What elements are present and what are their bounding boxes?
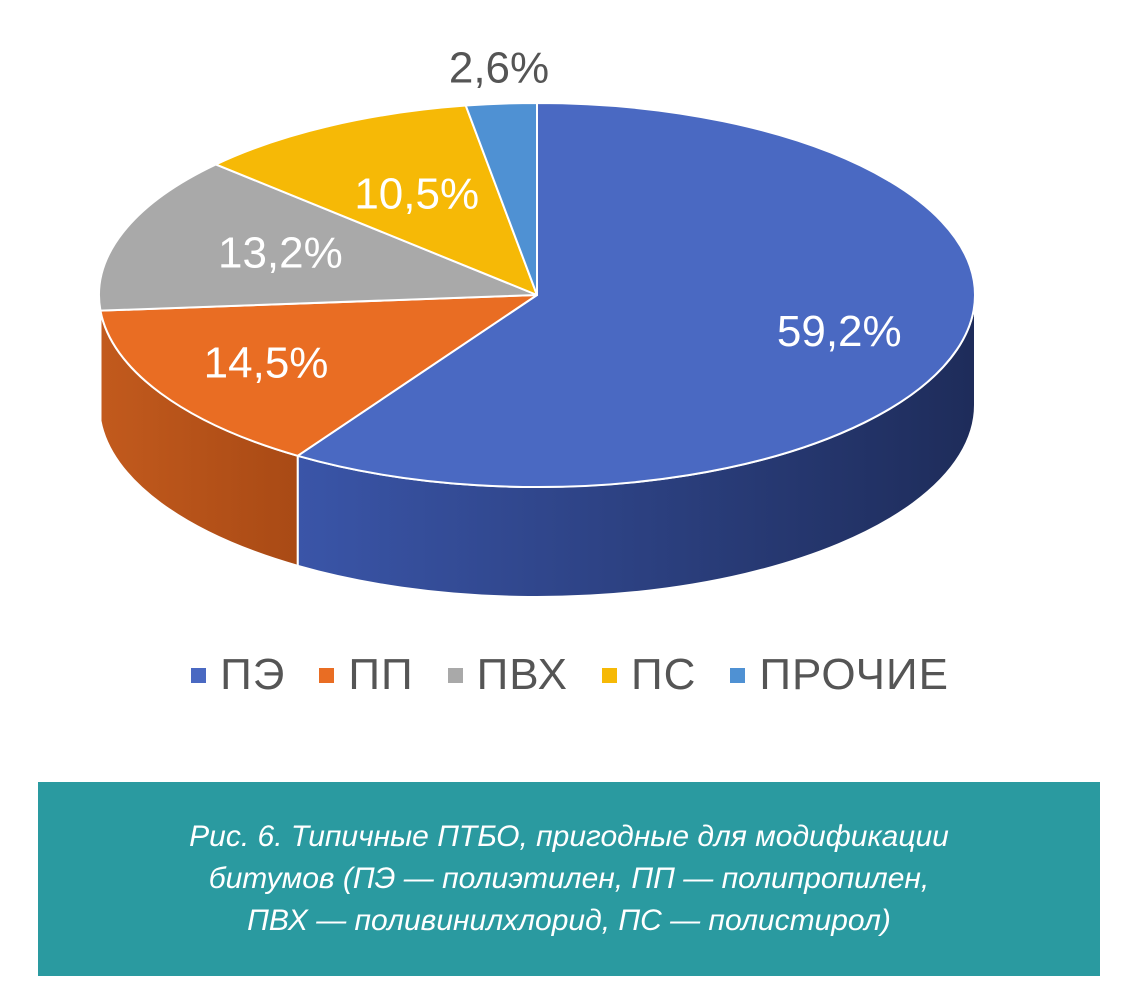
pie-slice-ps[interactable] bbox=[214, 104, 538, 296]
data-label-ps: 10,5% bbox=[354, 170, 479, 219]
legend-label-pvh: ПВХ bbox=[476, 650, 568, 699]
legend-swatch-ps bbox=[601, 667, 617, 683]
caption-line-1: Рис. 6. Типичные ПТБО, пригодные для мод… bbox=[189, 820, 949, 853]
legend-item-pvh[interactable]: ПВХ bbox=[447, 650, 568, 700]
legend-label-pp: ПП bbox=[348, 650, 414, 699]
legend-swatch-pe bbox=[191, 667, 207, 683]
legend: ПЭ ПП ПВХ ПС ПРОЧИЕ bbox=[0, 645, 1140, 705]
legend-label-ps: ПС bbox=[630, 650, 697, 699]
data-label-other: 2,6% bbox=[449, 44, 549, 93]
legend-swatch-other bbox=[730, 667, 746, 683]
legend-item-other[interactable]: ПРОЧИЕ bbox=[730, 650, 949, 700]
data-label-pp: 14,5% bbox=[204, 338, 329, 387]
pie-slice-pp[interactable] bbox=[99, 294, 538, 457]
legend-swatch-pvh bbox=[447, 667, 463, 683]
caption-line-2: битумов (ПЭ — полиэтилен, ПП — полипропи… bbox=[208, 862, 930, 895]
data-label-pvh: 13,2% bbox=[218, 229, 343, 278]
pie-slice-other[interactable] bbox=[464, 102, 538, 296]
data-label-pe: 59,2% bbox=[777, 307, 902, 356]
figure-caption: Рис. 6. Типичные ПТБО, пригодные для мод… bbox=[38, 782, 1100, 976]
caption-line-3: ПВХ — поливинилхлорид, ПС — полистирол) bbox=[247, 904, 891, 937]
legend-swatch-pp bbox=[319, 667, 335, 683]
legend-item-pe[interactable]: ПЭ bbox=[191, 650, 285, 700]
pie-slice-pe[interactable] bbox=[296, 102, 976, 488]
legend-item-pp[interactable]: ПП bbox=[319, 650, 413, 700]
legend-label-other: ПРОЧИЕ bbox=[759, 650, 949, 699]
pie-labels: 59,2% 14,5% 13,2%10,5% 2,6% bbox=[204, 44, 902, 388]
pie-tops bbox=[98, 102, 976, 488]
caption-text: Рис. 6. Типичные ПТБО, пригодные для мод… bbox=[189, 816, 949, 942]
legend-label-pe: ПЭ bbox=[220, 650, 286, 699]
legend-item-ps[interactable]: ПС bbox=[601, 650, 697, 700]
pie-slice-pvh[interactable] bbox=[98, 163, 538, 312]
